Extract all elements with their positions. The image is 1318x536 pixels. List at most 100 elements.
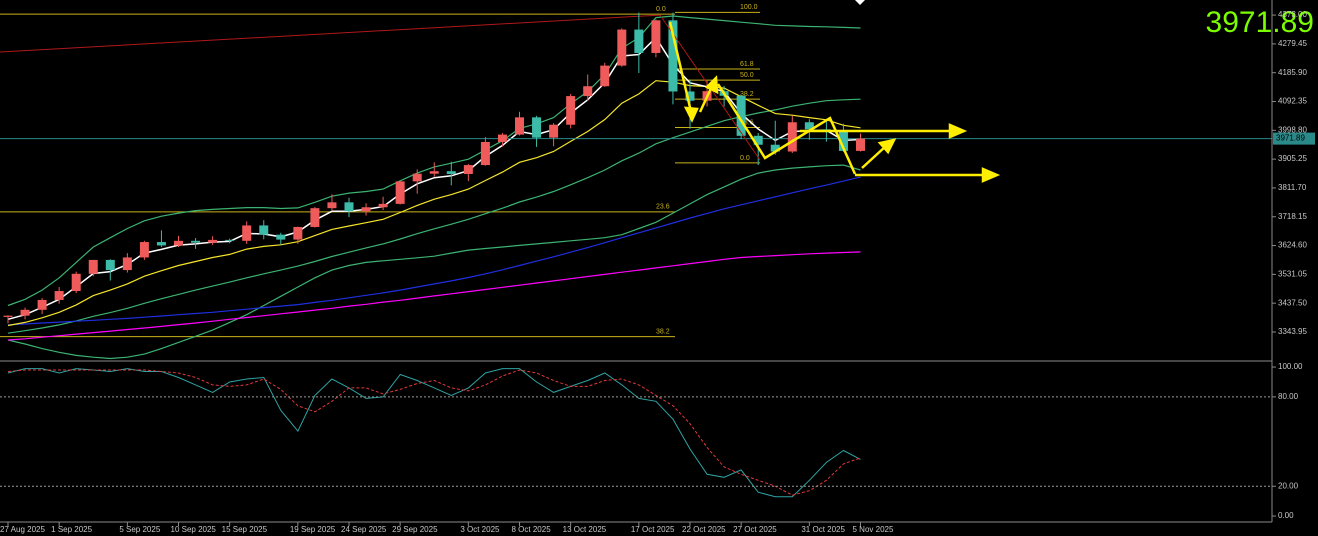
candle-body: [668, 20, 678, 92]
candle-body: [88, 259, 98, 274]
candle-body: [617, 29, 627, 66]
candle-body: [293, 226, 303, 240]
x-tick-label: 22 Oct 2025: [682, 525, 726, 534]
indicator-line: [7, 98, 861, 334]
candle-body: [753, 135, 763, 145]
candle-body: [276, 234, 286, 240]
candle-body: [856, 138, 865, 151]
arrow: [668, 21, 694, 117]
x-tick-label: 10 Sep 2025: [171, 525, 217, 534]
fib-label: 38.2: [740, 91, 754, 98]
candle-body: [685, 91, 695, 101]
indicator-line: [7, 36, 861, 321]
x-tick-label: 24 Sep 2025: [341, 525, 387, 534]
y-tick-label: 4092.35: [1278, 97, 1307, 106]
trend-line: [0, 14, 661, 53]
x-tick-label: 8 Oct 2025: [512, 525, 552, 534]
oscillator-line: [7, 369, 861, 496]
fib-label: 23.6: [656, 204, 670, 211]
fib-label: 100.0: [740, 4, 758, 11]
y-tick-label: 3624.60: [1278, 241, 1307, 250]
candle-body: [37, 299, 47, 310]
candle-body: [463, 165, 473, 174]
y-tick-label: 80.00: [1278, 392, 1299, 401]
oscillator-line: [7, 368, 861, 498]
candle-body: [480, 141, 490, 166]
candle-body: [344, 202, 354, 212]
x-tick-label: 15 Sep 2025: [222, 525, 268, 534]
y-tick-label: 100.00: [1278, 362, 1303, 371]
candle-body: [54, 291, 64, 300]
arrow-head: [683, 106, 699, 123]
x-tick-label: 3 Oct 2025: [460, 525, 500, 534]
indicator-line: [7, 80, 861, 327]
x-tick-label: 19 Sep 2025: [290, 525, 336, 534]
y-tick-label: 20.00: [1278, 481, 1299, 490]
candle-body: [208, 239, 218, 243]
arrow-head: [704, 75, 719, 95]
candle-body: [634, 29, 644, 53]
indicator-line: [7, 176, 861, 326]
y-tick-label: 0.00: [1278, 511, 1294, 520]
indicator-line: [7, 164, 861, 360]
candle-body: [327, 202, 337, 209]
y-tick-label: 4185.90: [1278, 68, 1307, 77]
x-tick-label: 29 Sep 2025: [392, 525, 438, 534]
price-tag-label: 3971.89: [1276, 134, 1305, 143]
last-price: 3971.89: [1206, 6, 1314, 39]
candle-body: [225, 239, 235, 241]
arrow: [861, 145, 887, 169]
y-tick-label: 3531.05: [1278, 269, 1307, 278]
y-tick-label: 3437.50: [1278, 298, 1307, 307]
candle-body: [429, 171, 439, 174]
candle-body: [122, 257, 132, 271]
candle-body: [787, 122, 797, 152]
fib-label: 61.8: [740, 61, 754, 68]
candle-body: [412, 173, 422, 182]
y-tick-label: 4373.00: [1278, 10, 1307, 19]
candle-body: [378, 203, 388, 208]
arrow-head: [981, 167, 1001, 183]
candle-body: [20, 309, 30, 316]
candle-body: [310, 208, 320, 227]
fib-label: 0.0: [740, 155, 750, 162]
candle-body: [361, 207, 371, 212]
candle-body: [838, 129, 848, 151]
candle-body: [139, 242, 149, 258]
candle-body: [395, 181, 405, 204]
candle-body: [651, 20, 661, 53]
candle-body: [497, 134, 507, 142]
indicator-line: [7, 15, 861, 307]
candle-body: [259, 225, 269, 235]
indicator-line: [7, 251, 861, 341]
x-tick-label: 31 Oct 2025: [801, 525, 845, 534]
plot-area: 0.0 23.6 38.2 100.0 61.8 50.0 38.2 23.6 0.0: [0, 4, 1272, 498]
fib-label: 38.2: [656, 328, 670, 335]
y-tick-label: 3905.25: [1278, 154, 1307, 163]
x-tick-label: 27 Oct 2025: [733, 525, 777, 534]
candle-body: [105, 259, 115, 271]
drawing-objects: [659, 14, 1001, 183]
y-tick-label: 3718.15: [1278, 212, 1307, 221]
fib-label: 0.0: [656, 6, 666, 13]
x-tick-label: 13 Oct 2025: [563, 525, 607, 534]
arrow-head: [877, 138, 897, 155]
y-tick-label: 4279.45: [1278, 39, 1307, 48]
candle-body: [736, 95, 746, 136]
price-tag: [1273, 132, 1315, 145]
chart-shift-marker: [855, 0, 865, 5]
candle-body: [804, 122, 814, 130]
candle-body: [174, 240, 183, 246]
candle-body: [532, 117, 542, 138]
y-tick-label: 3998.80: [1278, 125, 1307, 134]
candle-body: [446, 171, 456, 174]
candle-body: [242, 225, 252, 241]
x-tick-label: 5 Sep 2025: [119, 525, 160, 534]
candle-body: [600, 65, 610, 87]
candle-body: [156, 242, 166, 246]
y-tick-label: 3811.70: [1278, 183, 1307, 192]
candle-body: [549, 124, 559, 138]
candle-body: [3, 315, 13, 317]
